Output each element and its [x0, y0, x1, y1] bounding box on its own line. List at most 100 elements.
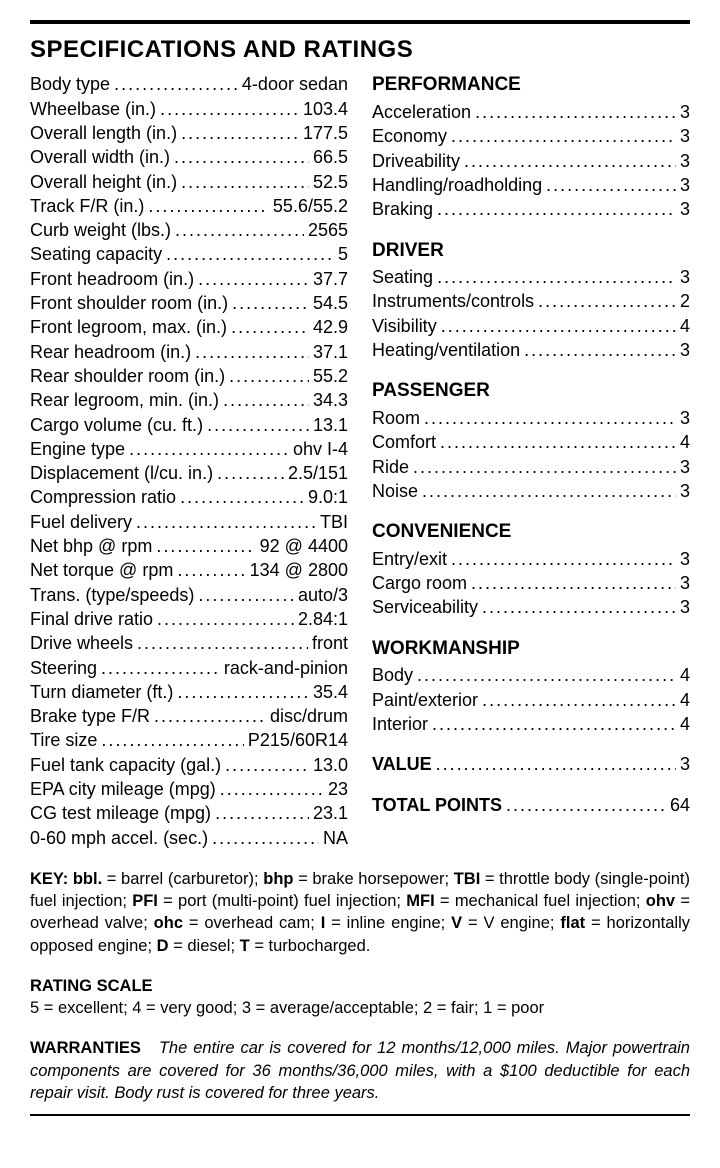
row-value: 35.4 — [313, 680, 348, 704]
spec-row: Trans. (type/speeds)auto/3 — [30, 583, 348, 607]
row-value: 5 — [338, 242, 348, 266]
dot-leader — [538, 289, 676, 313]
dot-leader — [181, 121, 299, 145]
dot-leader — [231, 315, 309, 339]
spec-row: Net bhp @ rpm92 @ 4400 — [30, 534, 348, 558]
row-value: 13.0 — [313, 753, 348, 777]
spec-row: Rear headroom (in.)37.1 — [30, 340, 348, 364]
row-label: Driveability — [372, 149, 460, 173]
row-value: 13.1 — [313, 413, 348, 437]
row-label: Net torque @ rpm — [30, 558, 173, 582]
row-label: Interior — [372, 712, 428, 736]
dot-leader — [198, 583, 294, 607]
row-label: Drive wheels — [30, 631, 133, 655]
row-label: Brake type F/R — [30, 704, 150, 728]
spec-row: Front headroom (in.)37.7 — [30, 267, 348, 291]
row-label: Turn diameter (ft.) — [30, 680, 173, 704]
row-label: VALUE — [372, 752, 432, 776]
key-prefix: KEY: — [30, 870, 73, 888]
section-heading: PASSENGER — [372, 378, 690, 404]
row-value: 4 — [680, 430, 690, 454]
dot-leader — [225, 753, 309, 777]
dot-leader — [482, 595, 676, 619]
dot-leader — [546, 173, 676, 197]
row-label: Noise — [372, 479, 418, 503]
row-label: Paint/exterior — [372, 688, 478, 712]
row-label: Ride — [372, 455, 409, 479]
dot-leader — [436, 752, 676, 776]
row-value: 54.5 — [313, 291, 348, 315]
ratings-column: PERFORMANCEAcceleration3Economy3Driveabi… — [372, 72, 690, 850]
spec-row: Front shoulder room (in.)54.5 — [30, 291, 348, 315]
dot-leader — [220, 777, 324, 801]
row-label: EPA city mileage (mpg) — [30, 777, 216, 801]
row-label: TOTAL POINTS — [372, 793, 502, 817]
dot-leader — [422, 479, 676, 503]
row-value: 3 — [680, 338, 690, 362]
spec-row: Final drive ratio2.84:1 — [30, 607, 348, 631]
row-value: 4 — [680, 688, 690, 712]
row-value: disc/drum — [270, 704, 348, 728]
row-label: Trans. (type/speeds) — [30, 583, 194, 607]
dot-leader — [440, 430, 676, 454]
spec-row: Body type 4-door sedan — [30, 72, 348, 96]
columns: Body type4-door sedanWheelbase (in.)103.… — [30, 72, 690, 850]
row-label: Cargo room — [372, 571, 467, 595]
spec-row: Serviceability3 — [372, 595, 690, 619]
row-label: Rear shoulder room (in.) — [30, 364, 225, 388]
row-value: 4 — [680, 712, 690, 736]
spec-row: Seating3 — [372, 265, 690, 289]
row-value: 4 — [680, 663, 690, 687]
dot-leader — [136, 510, 316, 534]
dot-leader — [232, 291, 309, 315]
dot-leader — [212, 826, 319, 850]
spec-row: Heating/ventilation3 — [372, 338, 690, 362]
dot-leader — [175, 218, 304, 242]
dot-leader — [506, 793, 666, 817]
row-value: front — [312, 631, 348, 655]
page-title: SPECIFICATIONS AND RATINGS — [30, 34, 690, 66]
dot-leader — [424, 406, 676, 430]
spec-row: Drive wheels front — [30, 631, 348, 655]
spec-row: Displacement (l/cu. in.)2.5/151 — [30, 461, 348, 485]
row-value: 3 — [680, 197, 690, 221]
bottom-rule — [30, 1114, 690, 1116]
dot-leader — [432, 712, 676, 736]
dot-leader — [156, 534, 255, 558]
row-label: Rear headroom (in.) — [30, 340, 191, 364]
row-label: Economy — [372, 124, 447, 148]
warranties-heading: WARRANTIES — [30, 1039, 141, 1057]
dot-leader — [198, 267, 309, 291]
dot-leader — [475, 100, 676, 124]
row-label: Body type — [30, 72, 110, 96]
spec-row: Paint/exterior 4 — [372, 688, 690, 712]
dot-leader — [157, 607, 294, 631]
dot-leader — [166, 242, 334, 266]
spec-row: Overall length (in.)177.5 — [30, 121, 348, 145]
spec-row: Ride3 — [372, 455, 690, 479]
spec-row: Braking3 — [372, 197, 690, 221]
spec-row: Cargo room3 — [372, 571, 690, 595]
spec-row: Rear legroom, min. (in.)34.3 — [30, 388, 348, 412]
row-value: 4-door sedan — [242, 72, 348, 96]
row-value: 42.9 — [313, 315, 348, 339]
row-label: 0-60 mph accel. (sec.) — [30, 826, 208, 850]
row-label: Seating capacity — [30, 242, 162, 266]
rating-scale-text: 5 = excellent; 4 = very good; 3 = averag… — [30, 997, 690, 1019]
dot-leader — [471, 571, 676, 595]
row-value: 3 — [680, 479, 690, 503]
spec-row: Driveability 3 — [372, 149, 690, 173]
spec-row: Visibility4 — [372, 314, 690, 338]
rating-scale-block: RATING SCALE 5 = excellent; 4 = very goo… — [30, 975, 690, 1020]
spec-row: Turn diameter (ft.) 35.4 — [30, 680, 348, 704]
row-value: 3 — [680, 149, 690, 173]
spec-row: Noise 3 — [372, 479, 690, 503]
dot-leader — [207, 413, 309, 437]
row-label: Compression ratio — [30, 485, 176, 509]
row-value: 92 @ 4400 — [260, 534, 348, 558]
dot-leader — [180, 485, 304, 509]
dot-leader — [215, 801, 309, 825]
dot-leader — [217, 461, 284, 485]
row-value: 55.6/55.2 — [273, 194, 348, 218]
row-value: 2.84:1 — [298, 607, 348, 631]
